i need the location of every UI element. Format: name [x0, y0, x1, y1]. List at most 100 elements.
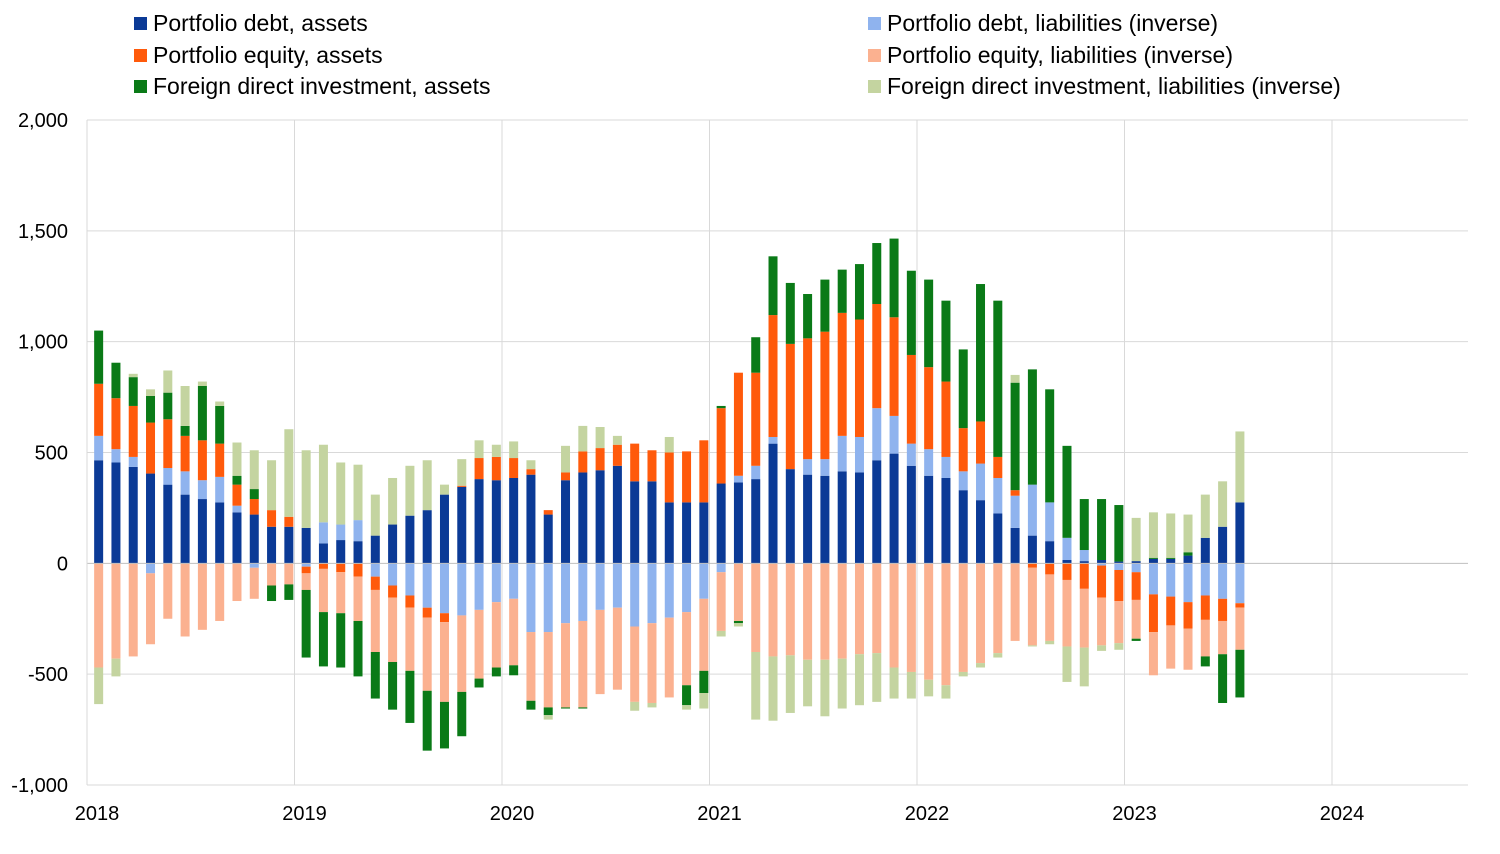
bar-segment [353, 541, 363, 564]
bar-segment [128, 466, 138, 564]
bar-segment [647, 623, 657, 703]
bar-segment [699, 563, 709, 599]
bar-segment [1010, 563, 1020, 641]
bar-segment [457, 563, 467, 616]
y-tick-label: 0 [57, 553, 68, 575]
bar-segment [976, 500, 986, 564]
bar-segment [284, 429, 294, 517]
bar-segment [1045, 640, 1055, 645]
bar-segment [405, 515, 415, 564]
bar-segment [249, 514, 259, 564]
bar-segment [716, 408, 726, 484]
bar-segment [630, 626, 640, 702]
bar-segment [803, 459, 813, 475]
bar-segment [491, 480, 501, 564]
bar-segment [837, 471, 847, 564]
bar-segment [630, 563, 640, 627]
bar-segment [647, 563, 657, 624]
bar-segment [630, 701, 640, 711]
bar-segment [422, 510, 432, 564]
bar-segment [958, 349, 968, 429]
bars [94, 238, 1245, 751]
bar-segment [249, 563, 259, 568]
bar-segment [854, 654, 864, 706]
bar-segment [1131, 572, 1141, 600]
bar-segment [664, 436, 674, 453]
bar-segment [612, 465, 622, 564]
bar-segment [336, 572, 346, 614]
bar-segment [1045, 502, 1055, 542]
x-tick-label: 2022 [905, 803, 950, 825]
bar-segment [993, 456, 1003, 478]
bar-segment [924, 279, 934, 368]
bar-segment [318, 522, 328, 544]
bar-segment [1027, 645, 1037, 647]
bar-segment [699, 693, 709, 709]
bar-segment [1235, 502, 1245, 564]
bar-segment [388, 585, 398, 598]
bar-segment [336, 563, 346, 573]
bar-segment [94, 667, 104, 705]
bar-segment [1183, 552, 1193, 556]
bar-segment [803, 294, 813, 339]
bar-segment [197, 381, 207, 386]
bar-segment [301, 589, 311, 658]
bar-segment [336, 540, 346, 564]
bar-segment [543, 510, 553, 515]
bar-segment [491, 456, 501, 481]
bar-segment [215, 405, 225, 444]
bar-segment [474, 440, 484, 459]
bar-segment [1218, 481, 1228, 527]
bar-segment [526, 700, 536, 710]
bar-segment [1097, 499, 1107, 561]
bar-segment [1131, 638, 1141, 641]
bar-segment [1045, 563, 1055, 575]
bar-segment [1079, 550, 1089, 562]
legend-item-portfolio-equity-liabilities: Portfolio equity, liabilities (inverse) [868, 42, 1233, 69]
bar-segment [249, 450, 259, 490]
bar-segment [837, 658, 847, 709]
bar-segment [924, 449, 934, 476]
bar-segment [457, 459, 467, 486]
bar-segment [491, 602, 501, 668]
bar-segment [215, 563, 225, 621]
bar-segment [889, 415, 899, 454]
bar-segment [1097, 563, 1107, 566]
bar-segment [647, 481, 657, 564]
bar-segment [612, 435, 622, 445]
bar-segment [405, 670, 415, 723]
bar-segment [439, 494, 449, 564]
bar-segment [1097, 565, 1107, 598]
bar-segment [578, 451, 588, 473]
bar-segment [906, 671, 916, 699]
bar-segment [370, 652, 380, 699]
bar-segment [336, 524, 346, 541]
bar-segment [803, 474, 813, 564]
bar-segment [353, 576, 363, 621]
bar-segment [993, 653, 1003, 658]
bar-segment [543, 632, 553, 708]
bar-segment [232, 505, 242, 513]
bar-segment [457, 486, 467, 564]
bar-segment [647, 702, 657, 708]
bar-segment [284, 584, 294, 600]
bar-segment [422, 563, 432, 608]
bar-segment [439, 701, 449, 749]
legend-label: Foreign direct investment, liabilities (… [887, 73, 1341, 99]
bar-segment [733, 623, 743, 627]
bar-segment [1114, 601, 1124, 644]
bar-segment [474, 458, 484, 480]
bar-segment [146, 473, 156, 564]
bar-segment [249, 499, 259, 515]
bar-segment [457, 691, 467, 737]
legend-label: Portfolio debt, liabilities (inverse) [887, 10, 1219, 36]
bar-segment [941, 456, 951, 478]
bar-segment [439, 613, 449, 623]
bar-segment [94, 460, 104, 564]
bar-segment [1218, 654, 1228, 703]
bar-segment [578, 425, 588, 452]
bar-segment [1166, 625, 1176, 669]
bar-segment [457, 485, 467, 487]
bar-segment [1148, 594, 1158, 633]
